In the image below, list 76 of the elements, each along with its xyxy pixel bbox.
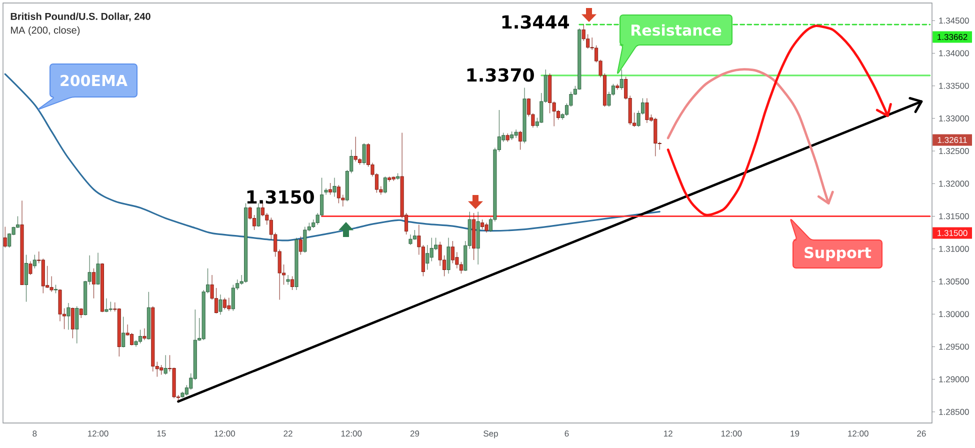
y-tick-label: 1.29000 (939, 376, 969, 382)
y-tick-label: 1.32500 (939, 148, 969, 154)
x-tick-label: Sep (484, 430, 498, 438)
candlestick (180, 391, 184, 398)
text: Resistance (632, 24, 722, 36)
x-tick-label: 12:00 (848, 430, 868, 437)
x-tick-label: 19 (790, 430, 800, 437)
x-tick-label: 12:00 (88, 430, 108, 437)
text: 1.32611 (938, 136, 967, 144)
x-tick-label: 12 (664, 430, 672, 436)
candlestick (484, 222, 488, 233)
candlestick (218, 294, 222, 315)
y-tick-label: 1.30500 (939, 278, 969, 284)
candlestick (480, 219, 484, 230)
candlestick (50, 276, 54, 292)
candlestick (324, 188, 328, 195)
y-tick-label: 1.28500 (939, 408, 969, 415)
candlestick (472, 212, 476, 260)
candlestick (438, 241, 442, 266)
y-tick-label: 1.34500 (939, 18, 969, 24)
candlestick (142, 328, 146, 340)
candlestick (476, 211, 480, 265)
x-tick-label: 6 (564, 430, 569, 437)
candlestick (172, 368, 176, 398)
candlestick (548, 73, 552, 114)
candlestick (66, 302, 70, 330)
legend-label: Support (804, 246, 872, 262)
text: 200EMA (60, 74, 128, 86)
y-tick-label: 1.34000 (939, 50, 969, 56)
y-tick-label: 1.29500 (939, 344, 969, 350)
candlestick (426, 244, 430, 270)
annotation: 1.3370 (467, 68, 534, 82)
candlestick (28, 261, 32, 276)
y-tick-label: 1.32000 (939, 180, 969, 187)
candlestick (117, 308, 121, 357)
candlestick (146, 292, 150, 340)
candlestick (134, 340, 138, 347)
y-tick-label: 1.31000 (939, 246, 969, 252)
text: MA (200, close) (11, 26, 80, 36)
candlestick (231, 284, 235, 312)
candlestick (24, 254, 28, 302)
x-tick-label: 26 (917, 430, 926, 437)
candlestick (645, 98, 649, 124)
text: British Pound/U.S. Dollar, 240 (10, 12, 150, 22)
y-tick-label: 1.33000 (939, 115, 969, 122)
candlestick (408, 234, 412, 246)
x-tick-label: 12:00 (721, 430, 742, 437)
candlestick (514, 129, 518, 138)
candlestick (41, 258, 45, 294)
candlestick (58, 290, 62, 322)
annotation: 1.3150 (247, 190, 314, 204)
candlestick (522, 88, 526, 144)
candlestick (303, 226, 307, 254)
y-tick-label: 1.31500 (939, 213, 969, 220)
candlestick (332, 178, 336, 197)
candlestick (286, 274, 290, 285)
candlestick (362, 142, 366, 165)
y-tick-label: 1.30000 (939, 311, 969, 318)
candlestick (70, 308, 74, 338)
candlestick (214, 288, 218, 314)
candlestick (446, 238, 450, 274)
text: 1.33662 (938, 34, 968, 40)
x-tick-label: 12:00 (341, 430, 362, 437)
candlestick (430, 238, 434, 262)
annotation: 1.3444 (502, 15, 569, 29)
candlestick (32, 254, 36, 269)
candlestick (227, 298, 231, 312)
candlestick (122, 316, 126, 347)
x-tick-label: 8 (32, 430, 37, 437)
candlestick (294, 238, 298, 290)
y-tick-label: 1.33500 (939, 82, 969, 89)
x-tick-label: 12:00 (214, 430, 235, 437)
x-tick-label: 29 (410, 430, 420, 437)
x-tick-label: 15 (157, 430, 166, 436)
candlestick (92, 268, 96, 299)
x-tick-label: 22 (284, 430, 292, 436)
